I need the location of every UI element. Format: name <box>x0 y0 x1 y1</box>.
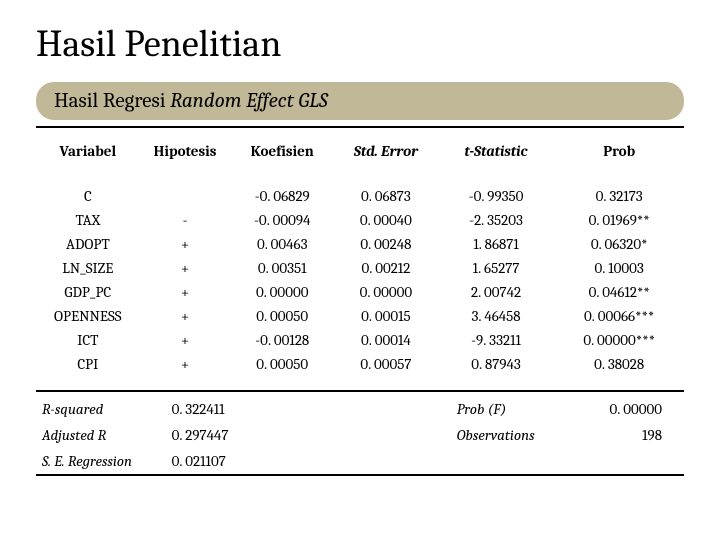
cell-hip: + <box>140 280 231 304</box>
cell-se: 0. 00015 <box>334 304 438 328</box>
cell-hip: + <box>140 328 231 352</box>
cell-t: 0. 87943 <box>438 352 555 376</box>
cell-se: 0. 00014 <box>334 328 438 352</box>
stat-adjr-label: Adjusted R <box>36 422 166 448</box>
stat-row: R-squared 0. 322411 Prob (F) 0. 00000 <box>36 396 684 422</box>
cell-koef: 0. 00351 <box>230 256 334 280</box>
th-stderror: Std. Error <box>334 132 438 170</box>
cell-koef: -0. 00128 <box>230 328 334 352</box>
cell-var: OPENNESS <box>36 304 140 328</box>
cell-koef: -0. 06829 <box>230 184 334 208</box>
stat-row: Adjusted R 0. 297447 Observations 198 <box>36 422 684 448</box>
stat-rsq-val: 0. 322411 <box>166 396 296 422</box>
page-title: Hasil Penelitian <box>36 22 684 66</box>
cell-se: 0. 00248 <box>334 232 438 256</box>
summary-stats-table: R-squared 0. 322411 Prob (F) 0. 00000 Ad… <box>36 396 684 474</box>
cell-se: 0. 06873 <box>334 184 438 208</box>
cell-var: ADOPT <box>36 232 140 256</box>
cell-koef: 0. 00050 <box>230 304 334 328</box>
stat-ser-val: 0. 021107 <box>166 448 296 474</box>
th-hipotesis: Hipotesis <box>140 132 231 170</box>
stat-row: S. E. Regression 0. 021107 <box>36 448 684 474</box>
cell-t: -0. 99350 <box>438 184 555 208</box>
table-row: ICT + -0. 00128 0. 00014 -9. 33211 0. 00… <box>36 328 684 352</box>
table-row: TAX - -0. 00094 0. 00040 -2. 35203 0. 01… <box>36 208 684 232</box>
rule-bottom <box>36 474 684 476</box>
cell-t: 3. 46458 <box>438 304 555 328</box>
cell-p: 0. 10003 <box>554 256 684 280</box>
table-row: C -0. 06829 0. 06873 -0. 99350 0. 32173 <box>36 184 684 208</box>
stat-probf-label: Prob (F) <box>451 396 568 422</box>
cell-hip: + <box>140 352 231 376</box>
regression-table: Variabel Hipotesis Koefisien Std. Error … <box>36 132 684 390</box>
stat-ser-label: S. E. Regression <box>36 448 166 474</box>
cell-hip <box>140 184 231 208</box>
subtitle-plain: Hasil Regresi <box>54 89 170 113</box>
cell-p: 0. 06320* <box>554 232 684 256</box>
stat-obs-val: 198 <box>567 422 684 448</box>
cell-var: TAX <box>36 208 140 232</box>
cell-var: ICT <box>36 328 140 352</box>
cell-p: 0. 00000*** <box>554 328 684 352</box>
cell-se: 0. 00212 <box>334 256 438 280</box>
th-variabel: Variabel <box>36 132 140 170</box>
cell-p: 0. 04612** <box>554 280 684 304</box>
subtitle-italic: Random Effect GLS <box>170 89 328 113</box>
stat-probf-val: 0. 00000 <box>567 396 684 422</box>
cell-koef: 0. 00050 <box>230 352 334 376</box>
table-header-row: Variabel Hipotesis Koefisien Std. Error … <box>36 132 684 170</box>
cell-var: CPI <box>36 352 140 376</box>
cell-koef: -0. 00094 <box>230 208 334 232</box>
th-prob: Prob <box>554 132 684 170</box>
cell-koef: 0. 00000 <box>230 280 334 304</box>
cell-koef: 0. 00463 <box>230 232 334 256</box>
cell-p: 0. 32173 <box>554 184 684 208</box>
rule-mid <box>36 390 684 392</box>
table-body: C -0. 06829 0. 06873 -0. 99350 0. 32173 … <box>36 170 684 390</box>
cell-se: 0. 00000 <box>334 280 438 304</box>
cell-se: 0. 00057 <box>334 352 438 376</box>
cell-t: 2. 00742 <box>438 280 555 304</box>
section-header-bar: Hasil Regresi Random Effect GLS <box>36 82 684 120</box>
cell-var: GDP_PC <box>36 280 140 304</box>
cell-hip: - <box>140 208 231 232</box>
cell-p: 0. 00066*** <box>554 304 684 328</box>
th-tstat: t-Statistic <box>438 132 555 170</box>
cell-se: 0. 00040 <box>334 208 438 232</box>
cell-hip: + <box>140 232 231 256</box>
cell-var: LN_SIZE <box>36 256 140 280</box>
stat-obs-label: Observations <box>451 422 568 448</box>
table-row: GDP_PC + 0. 00000 0. 00000 2. 00742 0. 0… <box>36 280 684 304</box>
cell-t: 1. 65277 <box>438 256 555 280</box>
cell-t: 1. 86871 <box>438 232 555 256</box>
stat-adjr-val: 0. 297447 <box>166 422 296 448</box>
table-row: OPENNESS + 0. 00050 0. 00015 3. 46458 0.… <box>36 304 684 328</box>
stat-rsq-label: R-squared <box>36 396 166 422</box>
rule-top <box>36 126 684 128</box>
table-row: CPI + 0. 00050 0. 00057 0. 87943 0. 3802… <box>36 352 684 376</box>
cell-p: 0. 38028 <box>554 352 684 376</box>
cell-var: C <box>36 184 140 208</box>
cell-hip: + <box>140 256 231 280</box>
cell-p: 0. 01969** <box>554 208 684 232</box>
table-row: LN_SIZE + 0. 00351 0. 00212 1. 65277 0. … <box>36 256 684 280</box>
th-koefisien: Koefisien <box>230 132 334 170</box>
cell-t: -2. 35203 <box>438 208 555 232</box>
table-row: ADOPT + 0. 00463 0. 00248 1. 86871 0. 06… <box>36 232 684 256</box>
cell-hip: + <box>140 304 231 328</box>
cell-t: -9. 33211 <box>438 328 555 352</box>
